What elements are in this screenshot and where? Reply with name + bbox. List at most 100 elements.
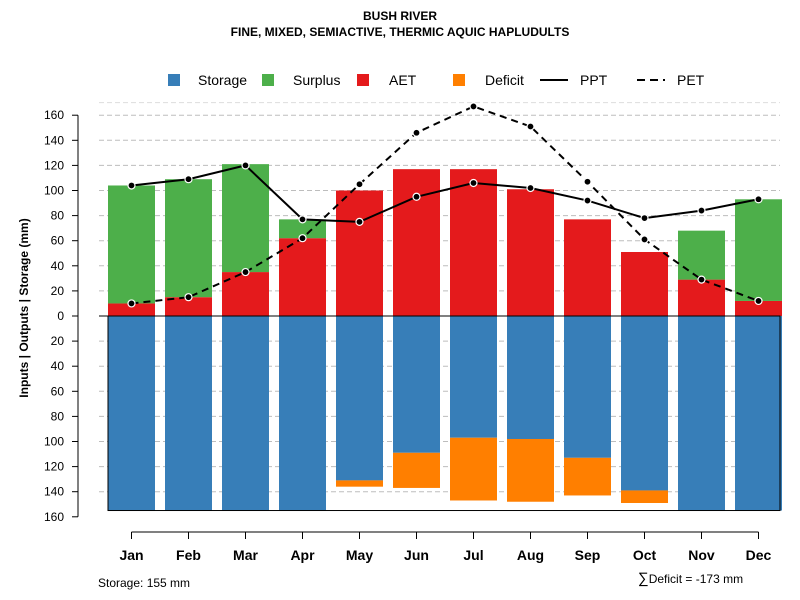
x-tick-label: Mar — [233, 547, 258, 563]
storage-bar — [279, 316, 326, 511]
sum-symbol: ∑ — [638, 570, 649, 587]
y-axis-label: Inputs | Outputs | Storage (mm) — [17, 218, 31, 397]
legend-ppt-label: PPT — [580, 72, 608, 88]
x-tick-label: Nov — [688, 547, 715, 563]
pet-point — [469, 102, 478, 111]
y-tick-label: 20 — [51, 334, 65, 348]
aet-bar — [735, 300, 782, 316]
y-tick-label: 40 — [51, 359, 65, 373]
storage-bar — [621, 316, 668, 491]
x-tick-label: Apr — [290, 547, 315, 563]
y-tick-label: 120 — [44, 460, 64, 474]
legend-aet-swatch — [357, 74, 369, 86]
y-tick-label: 60 — [51, 234, 65, 248]
pet-point — [241, 267, 250, 277]
surplus-bar — [222, 164, 269, 273]
y-tick-label: 100 — [44, 435, 64, 449]
deficit-bar — [564, 457, 611, 496]
x-tick-label: Aug — [517, 547, 544, 563]
ppt-point — [526, 183, 535, 193]
x-tick-label: Jul — [463, 547, 483, 563]
y-tick-label: 100 — [44, 184, 64, 198]
y-tick-label: 160 — [44, 108, 64, 122]
deficit-bar — [450, 437, 497, 501]
legend-storage-swatch — [168, 74, 180, 86]
pet-point — [184, 293, 193, 302]
pet-point — [355, 180, 364, 189]
storage-bar — [507, 316, 554, 439]
legend-aet-label: AET — [389, 72, 417, 88]
x-tick-label: Dec — [746, 547, 772, 563]
legend-storage-label: Storage — [198, 72, 247, 88]
y-tick-label: 20 — [51, 284, 65, 298]
storage-bar — [678, 316, 725, 511]
x-tick-label: Sep — [575, 547, 601, 563]
pet-point — [640, 235, 649, 244]
aet-bar — [108, 303, 155, 316]
ppt-point — [640, 214, 649, 223]
pet-point — [526, 122, 535, 131]
aet-bar — [279, 238, 326, 316]
ppt-point — [298, 215, 307, 224]
deficit-bar — [393, 452, 440, 488]
y-tick-label: 60 — [51, 384, 65, 398]
pet-point — [583, 177, 592, 186]
pet-point — [754, 296, 763, 306]
x-tick-label: May — [346, 547, 373, 563]
y-tick-label: 160 — [44, 510, 64, 524]
legend-deficit-label: Deficit — [485, 72, 524, 88]
pet-line — [131, 105, 759, 305]
y-tick-label: 0 — [57, 309, 64, 323]
x-tick-label: Feb — [176, 547, 201, 563]
storage-bar — [450, 316, 497, 438]
y-tick-label: 140 — [44, 133, 64, 147]
deficit-summary: ∑Deficit = -173 mm — [638, 570, 743, 587]
storage-bar — [222, 316, 269, 511]
ppt-point — [754, 195, 763, 204]
x-tick-label: Jan — [119, 547, 143, 563]
aet-bar — [450, 169, 497, 316]
legend-surplus-label: Surplus — [293, 72, 340, 88]
storage-bar — [735, 316, 782, 511]
surplus-bar — [165, 179, 212, 298]
storage-bar — [336, 316, 383, 481]
pet-point — [412, 128, 421, 137]
aet-bar — [336, 190, 383, 316]
legend-surplus-swatch — [262, 74, 274, 86]
storage-bar — [108, 316, 155, 511]
ppt-point — [355, 217, 364, 226]
surplus-bar — [279, 219, 326, 239]
storage-bar — [393, 316, 440, 453]
ppt-point — [583, 196, 592, 205]
chart-title: BUSH RIVER — [362, 9, 437, 23]
y-tick-label: 80 — [51, 209, 65, 223]
ppt-point — [241, 161, 250, 170]
y-tick-label: 80 — [51, 409, 65, 423]
surplus-bar — [735, 199, 782, 301]
x-tick-label: Jun — [404, 547, 429, 563]
aet-bar — [507, 189, 554, 316]
chart-subtitle: FINE, MIXED, SEMIACTIVE, THERMIC AQUIC H… — [230, 25, 570, 39]
deficit-bar — [507, 438, 554, 502]
legend-deficit-swatch — [453, 74, 465, 86]
deficit-bar — [336, 480, 383, 487]
y-tick-label: 140 — [44, 485, 64, 499]
pet-point — [298, 234, 307, 243]
ppt-point — [412, 192, 421, 201]
y-tick-label: 40 — [51, 259, 65, 273]
x-tick-label: Oct — [633, 547, 657, 563]
surplus-bar — [108, 185, 155, 304]
deficit-bar — [621, 490, 668, 503]
ppt-point — [469, 178, 478, 188]
pet-point — [127, 299, 136, 308]
ppt-point — [184, 175, 193, 184]
surplus-bar — [678, 230, 725, 280]
storage-bar — [165, 316, 212, 511]
aet-bar — [393, 169, 440, 316]
ppt-point — [127, 181, 136, 190]
ppt-line — [131, 164, 759, 223]
legend-pet-label: PET — [677, 72, 705, 88]
ppt-point — [697, 206, 706, 215]
deficit-summary-text: Deficit = -173 mm — [648, 572, 744, 586]
